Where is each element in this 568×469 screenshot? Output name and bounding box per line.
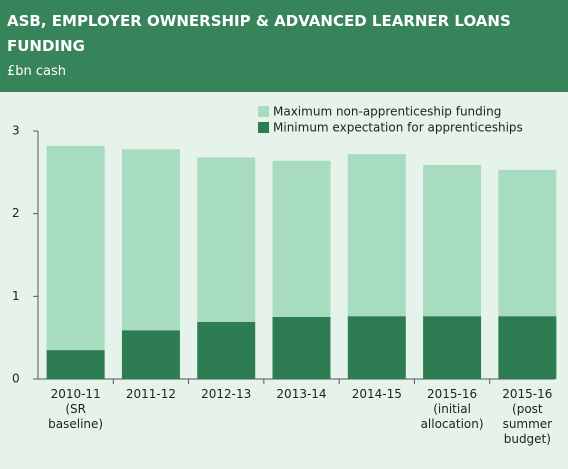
bar-segment — [347, 316, 406, 379]
bar-segment — [423, 164, 482, 317]
legend-swatch — [258, 106, 269, 117]
bar-segment — [46, 145, 105, 351]
legend-label: Minimum expectation for apprenticeships — [273, 121, 523, 135]
bar-segment — [197, 321, 256, 379]
legend-swatch — [258, 122, 269, 133]
x-tick-label: 2012-13 — [201, 387, 252, 401]
bar-segment — [197, 157, 256, 322]
x-tick-label: 2015-16 (post summer budget) — [502, 387, 553, 446]
y-tick-label: 2 — [12, 206, 20, 220]
y-tick-label: 3 — [12, 124, 20, 138]
bar-segment — [498, 169, 557, 317]
x-tick-label: 2010-11 (SR baseline) — [48, 387, 104, 431]
bar-segment — [347, 154, 406, 317]
x-tick-label: 2011-12 — [125, 387, 176, 401]
x-tick-label: 2013-14 — [276, 387, 327, 401]
header: ASB, EMPLOYER OWNERSHIP & ADVANCED LEARN… — [0, 0, 568, 92]
bar-segment — [272, 160, 331, 317]
bar-segment — [121, 149, 180, 331]
x-tick-label: 2015-16 (initial allocation) — [420, 387, 484, 431]
bar-segment — [423, 316, 482, 379]
x-tick-label: 2014-15 — [351, 387, 402, 401]
bar-segment — [121, 330, 180, 379]
bar-segment — [272, 317, 331, 379]
chart-subtitle: £bn cash — [7, 64, 67, 79]
y-tick-label: 0 — [12, 372, 20, 386]
bar-segment — [498, 316, 557, 379]
chart-title: ASB, EMPLOYER OWNERSHIP & ADVANCED LEARN… — [7, 12, 511, 55]
legend-label: Maximum non-apprenticeship funding — [273, 105, 501, 119]
y-tick-label: 1 — [12, 289, 20, 303]
bar-segment — [46, 350, 105, 379]
